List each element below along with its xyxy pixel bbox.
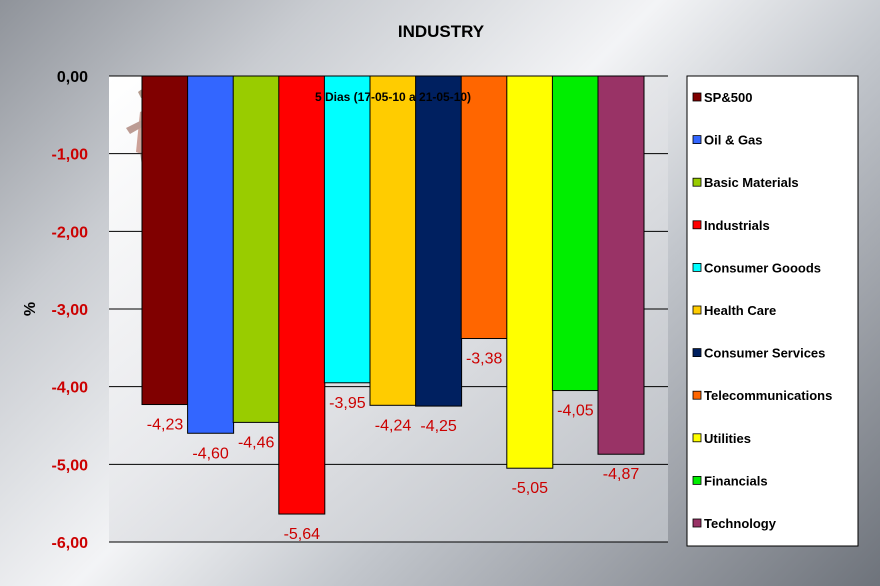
legend-swatch <box>692 92 702 102</box>
legend-label: Health Care <box>704 303 776 318</box>
legend-label: SP&500 <box>704 90 752 105</box>
bar <box>369 75 417 406</box>
y-axis-ticks: 0,00 -1,00 -2,00 -3,00 -4,00 -5,00 -6,00 <box>52 69 89 552</box>
bar <box>415 75 463 407</box>
legend-label: Utilities <box>704 431 751 446</box>
legend-label: Financials <box>704 473 768 488</box>
bar <box>278 75 326 515</box>
legend-swatch <box>692 433 702 443</box>
y-tick-label: 0,00 <box>57 69 88 86</box>
data-label: -3,38 <box>466 351 503 368</box>
y-tick-label: -1,00 <box>52 147 89 164</box>
legend-label: Basic Materials <box>704 175 799 190</box>
chart-title: INDUSTRY <box>398 22 485 41</box>
bar <box>141 75 189 406</box>
data-label: -4,25 <box>420 418 457 435</box>
legend-swatch <box>692 348 702 358</box>
chart-subtitle: 5 Dias (17-05-10 a 21-05-10) <box>315 90 471 104</box>
legend-swatch <box>692 177 702 187</box>
legend-swatch <box>692 390 702 400</box>
y-tick-label: -2,00 <box>52 224 89 241</box>
data-label: -4,05 <box>557 403 594 420</box>
legend-label: Telecommunications <box>704 388 832 403</box>
bar <box>323 75 371 384</box>
data-label: -4,60 <box>192 445 229 462</box>
y-tick-label: -3,00 <box>52 302 89 319</box>
legend-swatch <box>692 262 702 272</box>
bars <box>141 75 645 515</box>
data-label: -4,23 <box>147 417 184 434</box>
data-label: -3,95 <box>329 395 366 412</box>
y-tick-label: -4,00 <box>52 380 89 397</box>
y-axis-label: % <box>22 302 39 316</box>
legend-swatch <box>692 305 702 315</box>
legend-swatch <box>692 518 702 528</box>
legend-label: Oil & Gas <box>704 133 763 148</box>
data-label: -4,87 <box>603 466 640 483</box>
legend-swatch <box>692 220 702 230</box>
legend-box <box>686 75 859 547</box>
legend-label: Consumer Gooods <box>704 260 821 275</box>
y-tick-label: -6,00 <box>52 535 89 552</box>
data-label: -4,24 <box>375 417 412 434</box>
legend-swatch <box>692 135 702 145</box>
bar <box>597 75 645 455</box>
data-labels: -4,23 -4,60 -4,46 -5,64 -3,95 -4,24 -4,25 -3,38… <box>147 351 640 544</box>
legend: SP&500 Oil & Gas Basic Materials Industrial… <box>692 90 832 531</box>
legend-label: Industrials <box>704 218 770 233</box>
bar <box>551 75 599 392</box>
bar <box>460 75 508 340</box>
data-label: -5,05 <box>512 480 549 497</box>
data-label: -4,46 <box>238 434 275 451</box>
y-tick-label: -5,00 <box>52 457 89 474</box>
data-label: -5,64 <box>284 526 321 543</box>
bar <box>187 75 235 434</box>
legend-label: Consumer Services <box>704 346 825 361</box>
bar <box>506 75 554 469</box>
legend-swatch <box>692 475 702 485</box>
legend-label: Technology <box>704 516 777 531</box>
bar <box>232 75 280 423</box>
